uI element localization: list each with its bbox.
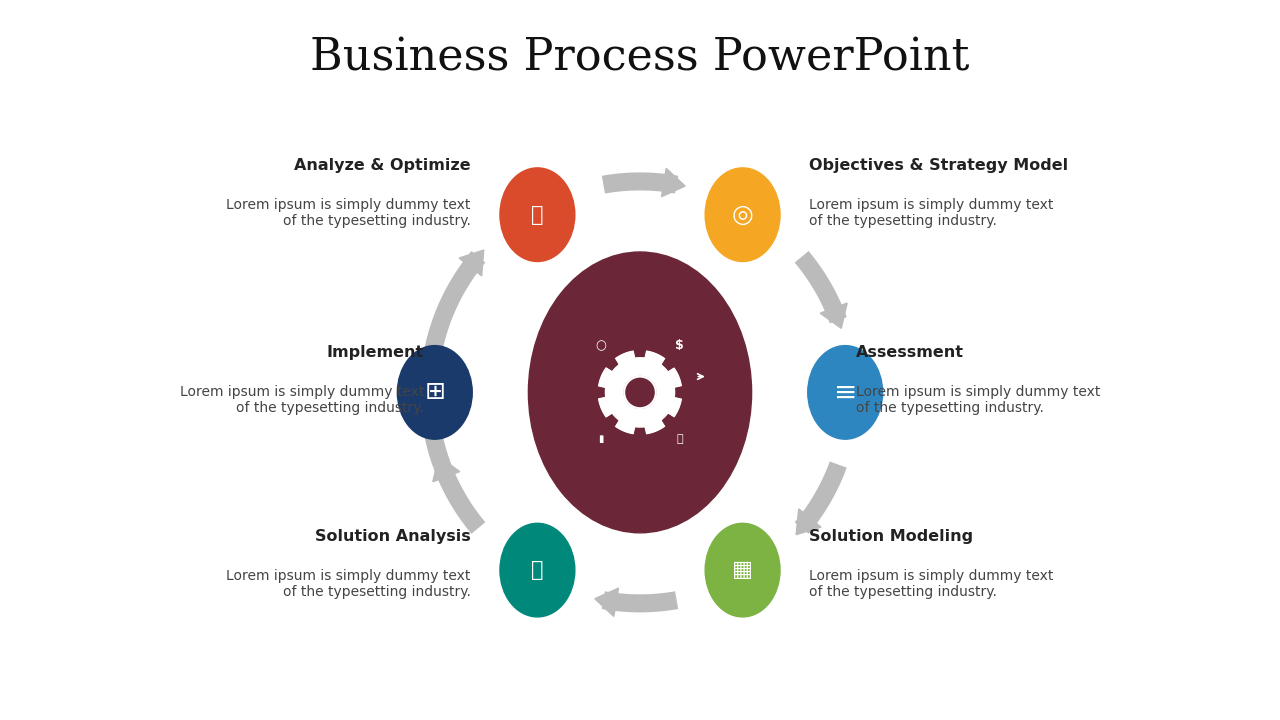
Polygon shape (820, 303, 847, 328)
Text: ○: ○ (595, 339, 607, 352)
Polygon shape (595, 588, 618, 616)
Ellipse shape (500, 168, 575, 261)
Ellipse shape (705, 523, 780, 617)
Circle shape (625, 377, 655, 408)
Text: Implement: Implement (326, 345, 424, 360)
Polygon shape (599, 351, 681, 433)
Text: Lorem ipsum is simply dummy text
of the typesetting industry.: Lorem ipsum is simply dummy text of the … (227, 198, 471, 228)
Text: ▮: ▮ (598, 434, 603, 444)
Text: Assessment: Assessment (856, 345, 964, 360)
Text: Lorem ipsum is simply dummy text
of the typesetting industry.: Lorem ipsum is simply dummy text of the … (856, 385, 1101, 415)
Ellipse shape (397, 346, 472, 439)
Text: $: $ (675, 339, 684, 352)
Polygon shape (460, 250, 484, 276)
Text: Objectives & Strategy Model: Objectives & Strategy Model (809, 158, 1069, 173)
Polygon shape (433, 456, 460, 482)
Polygon shape (662, 168, 685, 197)
Ellipse shape (808, 346, 883, 439)
Text: Business Process PowerPoint: Business Process PowerPoint (310, 36, 970, 79)
Text: Lorem ipsum is simply dummy text
of the typesetting industry.: Lorem ipsum is simply dummy text of the … (227, 569, 471, 599)
Text: 🔎: 🔎 (531, 560, 544, 580)
Ellipse shape (500, 523, 575, 617)
Text: Analyze & Optimize: Analyze & Optimize (294, 158, 471, 173)
Text: Lorem ipsum is simply dummy text
of the typesetting industry.: Lorem ipsum is simply dummy text of the … (809, 198, 1053, 228)
Text: ◎: ◎ (732, 203, 754, 227)
Ellipse shape (529, 252, 751, 533)
Polygon shape (796, 509, 820, 535)
Text: ⊞: ⊞ (424, 380, 445, 405)
Text: Solution Analysis: Solution Analysis (315, 528, 471, 544)
Text: Solution Modeling: Solution Modeling (809, 528, 973, 544)
Text: ≡: ≡ (833, 379, 856, 406)
Ellipse shape (705, 168, 780, 261)
Text: 🔍: 🔍 (531, 204, 544, 225)
Text: ⏱: ⏱ (676, 434, 682, 444)
Text: Lorem ipsum is simply dummy text
of the typesetting industry.: Lorem ipsum is simply dummy text of the … (809, 569, 1053, 599)
Text: ▦: ▦ (732, 560, 753, 580)
Text: Lorem ipsum is simply dummy text
of the typesetting industry.: Lorem ipsum is simply dummy text of the … (179, 385, 424, 415)
